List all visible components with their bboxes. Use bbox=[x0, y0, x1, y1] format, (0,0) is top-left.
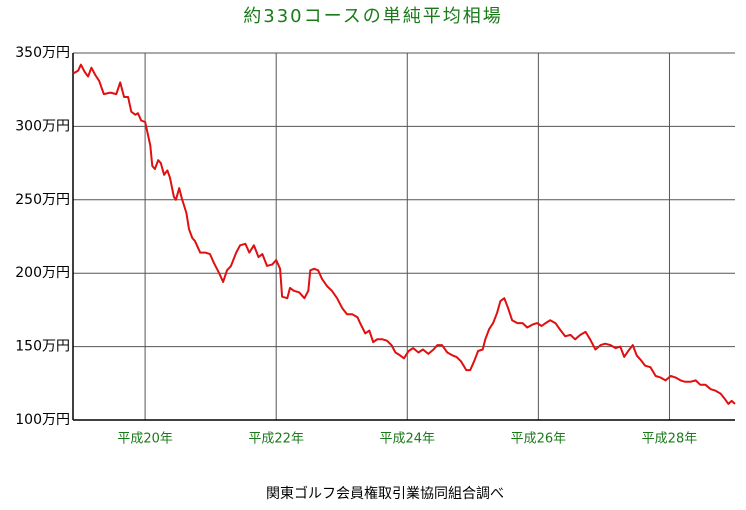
y-tick-label: 200万円 bbox=[15, 265, 70, 281]
x-tick-label: 平成24年 bbox=[380, 432, 436, 447]
x-tick-label: 平成22年 bbox=[248, 432, 304, 447]
data-line bbox=[72, 63, 736, 405]
y-tick-label: 100万円 bbox=[15, 412, 70, 428]
y-tick-label: 250万円 bbox=[15, 192, 70, 208]
source-note: 関東ゴルフ会員権取引業協同組合調べ bbox=[266, 485, 504, 502]
x-tick-label: 平成28年 bbox=[642, 432, 698, 447]
chart-title: 約330コースの単純平均相場 bbox=[243, 6, 502, 27]
x-tick-label: 平成20年 bbox=[117, 432, 173, 447]
x-tick-label: 平成26年 bbox=[511, 432, 567, 447]
y-tick-label: 350万円 bbox=[15, 45, 70, 61]
y-tick-label: 300万円 bbox=[15, 118, 70, 134]
y-tick-label: 150万円 bbox=[15, 339, 70, 355]
